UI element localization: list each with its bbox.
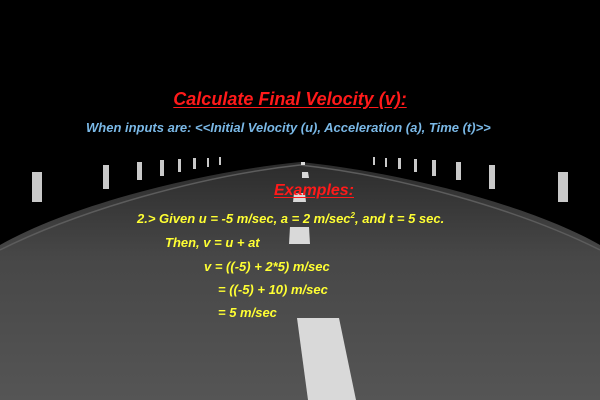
post-left-8 [219,157,221,165]
post-right-5 [414,159,417,172]
roadside-post-icon [32,157,568,202]
post-right-6 [398,158,401,169]
lane-dashes [289,162,356,400]
road-right-edge [299,164,600,251]
example-then-line: Then, v = u + at [165,235,260,250]
lane-dash-1 [301,162,305,165]
road-left-edge [0,164,301,251]
given-superscript: 2 [350,211,355,220]
given-suffix: , and t = 5 sec. [355,211,445,226]
post-left-5 [178,159,181,172]
page-title: Calculate Final Velocity (v): [173,89,407,109]
post-right-8 [373,157,375,165]
example-given-line: 2.> Given u = -5 m/sec, a = 2 m/sec2, an… [137,211,444,226]
post-left-4 [160,160,164,176]
post-right-4 [432,160,436,176]
post-left-2 [103,165,109,189]
given-prefix: 2.> Given u = -5 m/sec, a = 2 m/sec [137,211,351,226]
post-left-1 [32,172,42,202]
road-surface [0,162,600,400]
post-right-2 [489,165,495,189]
post-left-6 [193,158,196,169]
example-step-3: = 5 m/sec [218,305,277,320]
example-step-2: = ((-5) + 10) m/sec [218,282,328,297]
lane-dash-4 [289,227,310,244]
post-right-3 [456,162,461,180]
examples-heading: Examples: [273,182,355,199]
post-left-3 [137,162,142,180]
example-step-1: v = ((-5) + 2*5) m/sec [204,259,330,274]
lane-dash-5 [297,318,356,400]
lane-dash-3 [293,193,306,202]
post-right-7 [385,158,387,167]
lane-dash-2 [302,172,309,178]
post-right-1 [558,172,568,202]
post-left-7 [207,158,209,167]
subtitle-inputs: When inputs are: <<Initial Velocity (u),… [86,120,491,135]
